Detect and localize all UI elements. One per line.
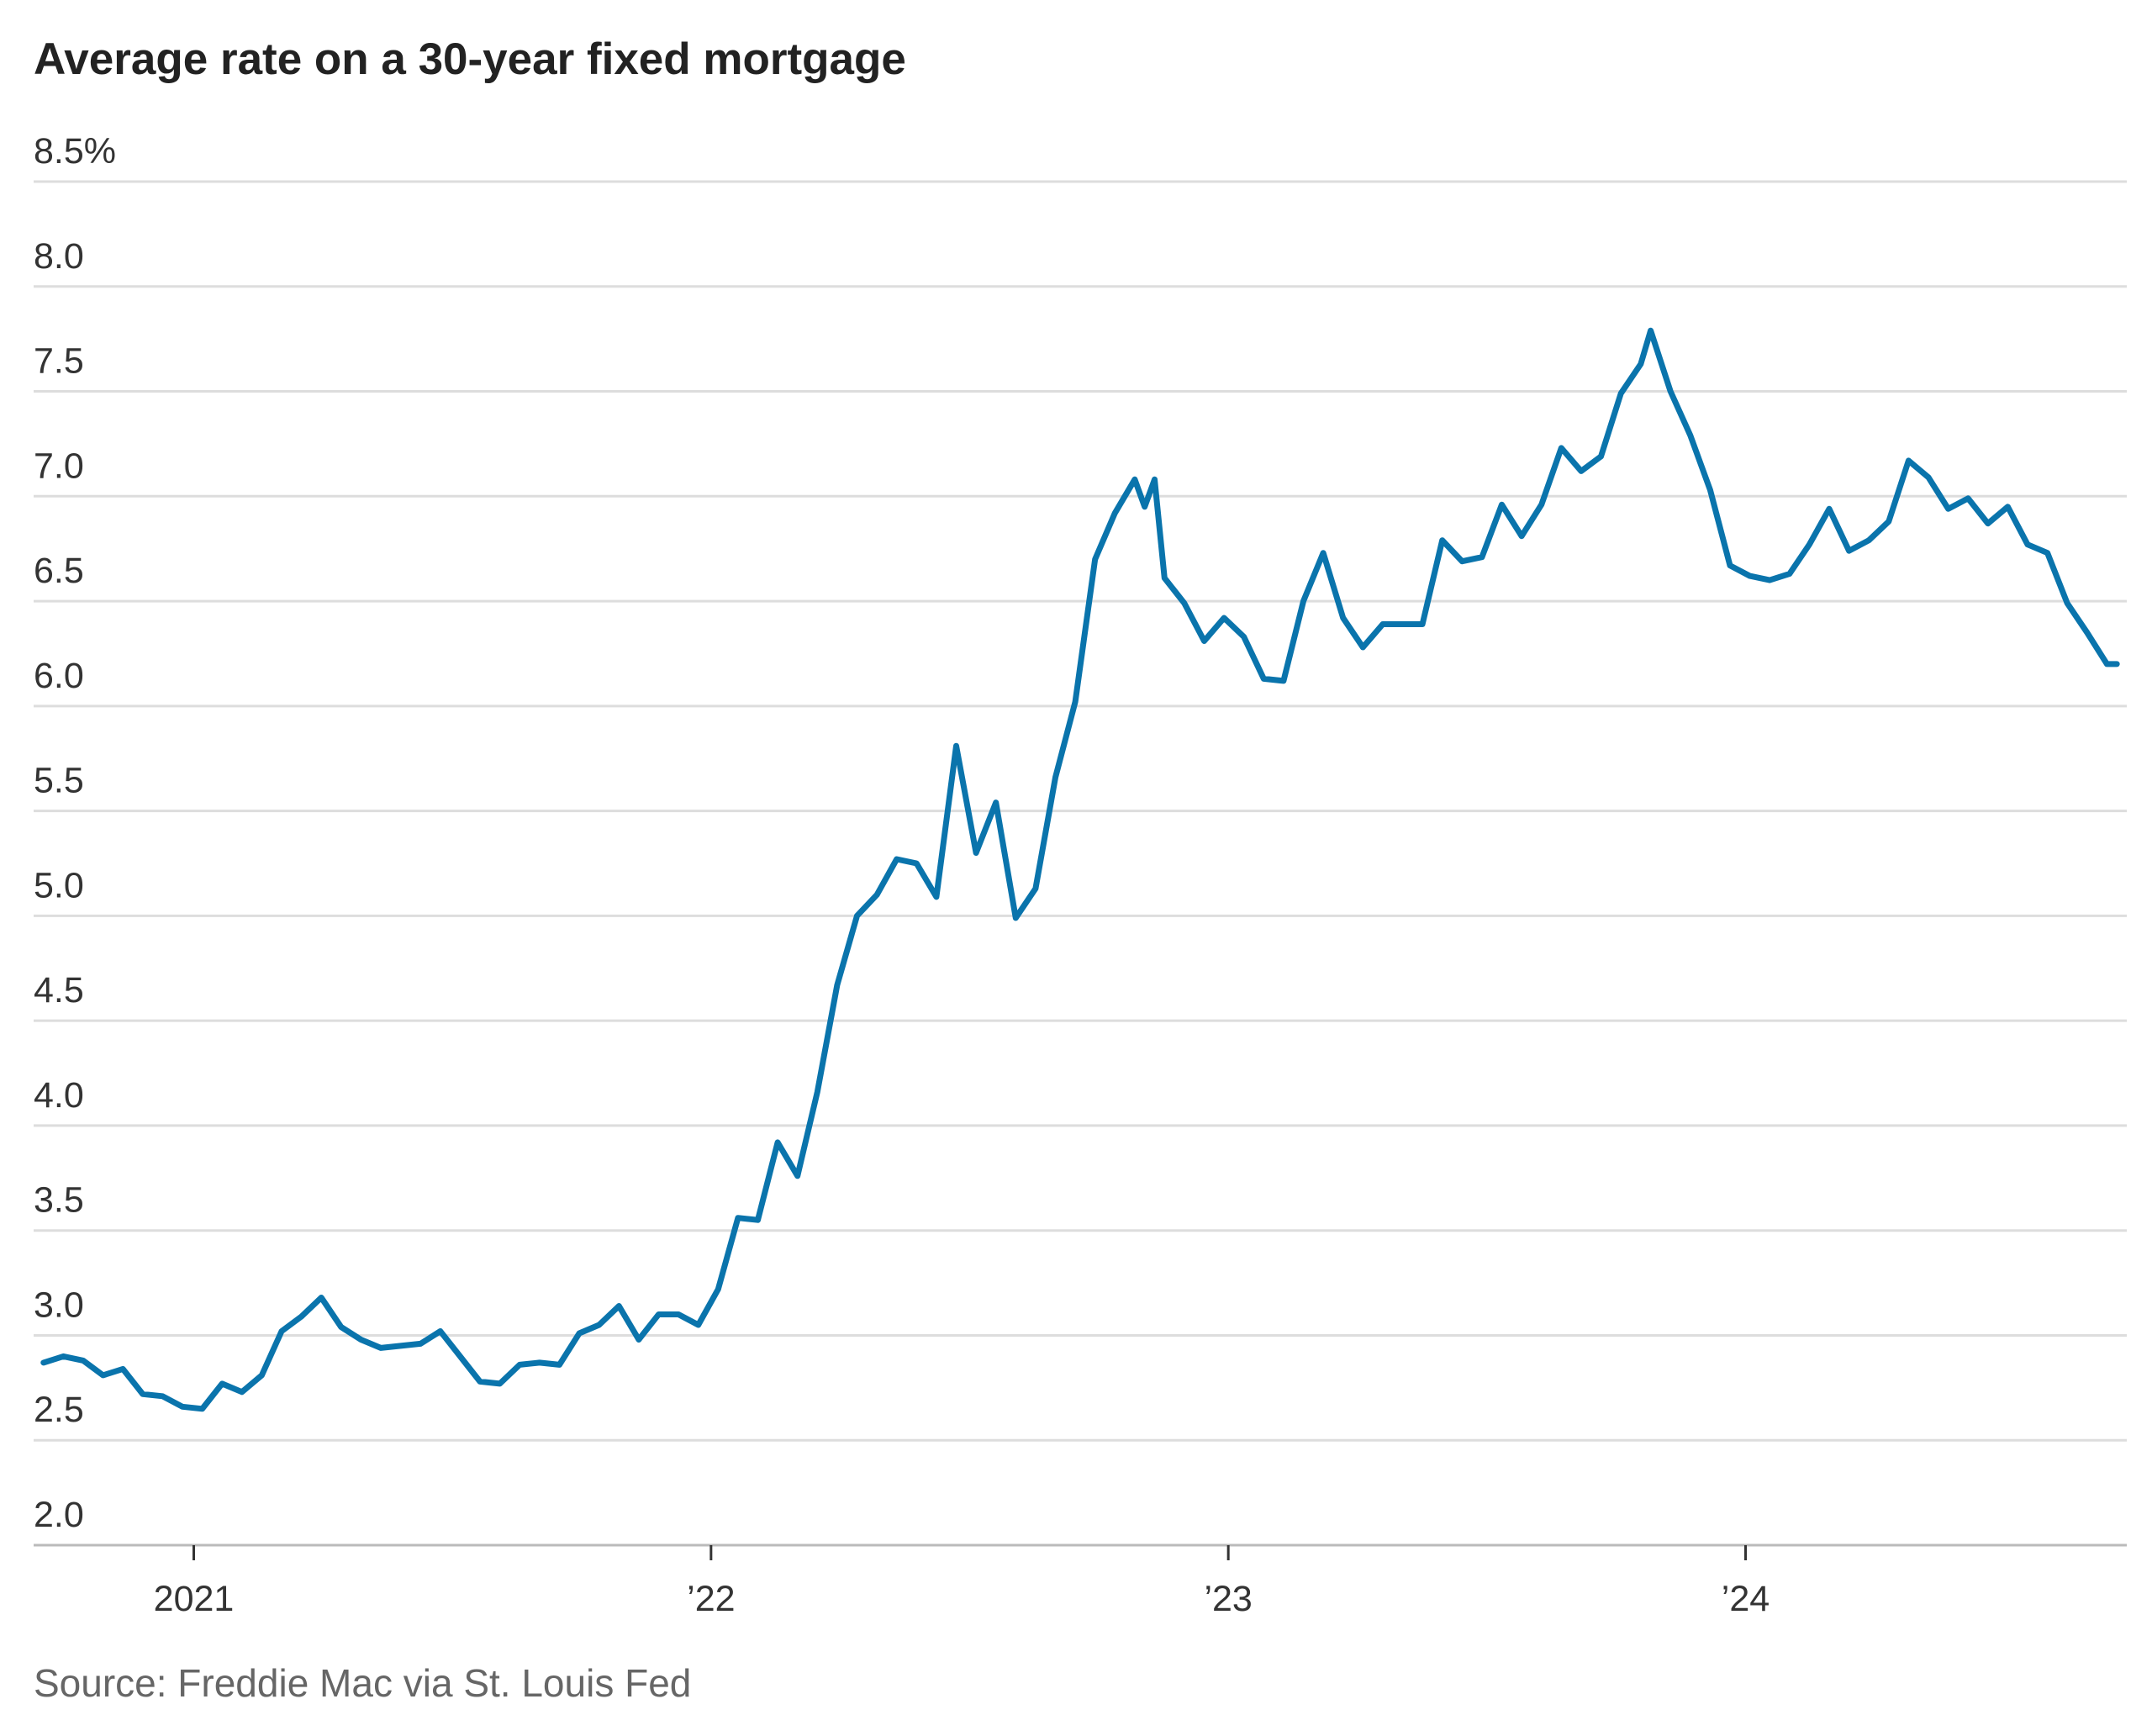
y-tick-label: 4.5 bbox=[34, 970, 84, 1010]
y-tick-label: 2.5 bbox=[34, 1390, 84, 1430]
grid-lines bbox=[34, 180, 2127, 1442]
y-tick-label: 3.0 bbox=[34, 1285, 84, 1325]
y-tick-label: 3.5 bbox=[34, 1180, 84, 1221]
y-tick-label: 6.0 bbox=[34, 656, 84, 696]
y-tick-label: 2.0 bbox=[34, 1495, 84, 1535]
y-axis: 2.0 2.5 3.0 3.5 4.0 4.5 5.0 5.5 6.0 6.5 7.0 7.5 8.0 8… bbox=[34, 131, 116, 1535]
x-tick-label: ’23 bbox=[1204, 1579, 1252, 1619]
y-tick-label: 8.0 bbox=[34, 236, 84, 277]
source-note: Source: Freddie Mac via St. Louis Fed bbox=[34, 1661, 692, 1705]
y-tick-label: 5.0 bbox=[34, 865, 84, 905]
y-tick-label: 7.0 bbox=[34, 446, 84, 486]
y-tick-label: 4.0 bbox=[34, 1075, 84, 1116]
x-tick-label: ’22 bbox=[687, 1579, 735, 1619]
y-tick-label: 6.5 bbox=[34, 551, 84, 591]
y-tick-label: 7.5 bbox=[34, 341, 84, 382]
chart-title: Average rate on a 30-year fixed mortgage bbox=[34, 34, 906, 84]
y-tick-label: 8.5% bbox=[34, 131, 116, 171]
series-layer bbox=[40, 327, 2120, 1412]
x-tick-label: 2021 bbox=[154, 1579, 235, 1619]
x-axis: 2021 ’22 ’23 ’24 bbox=[34, 1543, 2127, 1619]
series-line bbox=[40, 327, 2120, 1412]
x-tick-label: ’24 bbox=[1722, 1579, 1770, 1619]
y-tick-label: 5.5 bbox=[34, 761, 84, 801]
